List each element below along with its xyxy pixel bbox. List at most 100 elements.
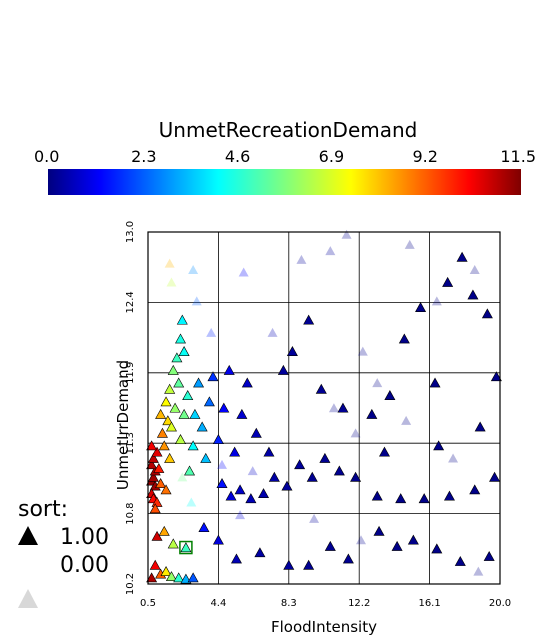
data-point-triangle — [167, 538, 179, 549]
sort-legend-title: sort: — [18, 497, 68, 522]
data-point-triangle-faded — [235, 510, 246, 520]
x-axis-label: FloodIntensity — [271, 618, 377, 636]
data-point-triangle — [193, 377, 205, 388]
data-point-triangle — [490, 371, 502, 382]
data-point-triangle — [277, 364, 289, 375]
data-point-triangle — [286, 346, 298, 356]
data-point-triangle — [378, 446, 390, 457]
data-point-triangle — [236, 408, 248, 419]
data-point-triangle-faded — [469, 264, 480, 274]
x-tick-label: 8.3 — [281, 598, 297, 609]
data-point-triangle — [180, 542, 192, 553]
y-tick-label: 10.8 — [125, 502, 136, 524]
data-point-triangle — [371, 490, 383, 501]
data-point-triangle — [146, 440, 158, 451]
data-point-triangle — [162, 415, 174, 426]
data-point-triangle-faded — [188, 264, 199, 274]
data-point-triangle — [384, 390, 396, 400]
data-point-triangle — [474, 421, 486, 432]
data-point-triangle — [167, 364, 179, 375]
data-point-triangle-faded — [206, 327, 217, 337]
data-point-triangle — [176, 314, 188, 325]
y-axis-label: UnmetIrrDemand — [114, 360, 132, 490]
y-tick-label: 12.4 — [125, 291, 136, 313]
data-point-triangle — [146, 572, 158, 583]
data-point-triangle-faded — [401, 415, 412, 425]
data-point-triangle — [203, 396, 215, 407]
data-point-triangle — [225, 490, 237, 501]
data-point-triangle — [155, 478, 167, 488]
data-point-triangle — [182, 390, 194, 400]
data-point-triangle — [454, 556, 466, 566]
data-point-triangle — [268, 471, 280, 482]
data-point-triangle — [173, 572, 185, 583]
data-point-triangle-faded — [309, 513, 320, 523]
grid-lines — [148, 232, 500, 584]
data-point-triangle-faded — [356, 535, 367, 545]
data-point-triangle — [429, 377, 441, 388]
data-point-triangle — [245, 493, 257, 504]
data-point-triangle — [319, 452, 331, 463]
high-sort-points — [146, 251, 502, 584]
plot-frame — [147, 231, 501, 585]
data-point-triangle — [443, 490, 455, 501]
data-point-triangle — [187, 572, 199, 583]
data-point-triangle — [212, 434, 224, 444]
data-point-triangle — [294, 459, 306, 470]
data-point-triangle — [234, 484, 246, 495]
data-point-triangle — [218, 402, 230, 413]
data-point-triangle-faded — [191, 296, 202, 306]
data-point-triangle — [160, 566, 172, 576]
low-sort-points — [164, 229, 484, 576]
data-point-triangle-faded — [448, 453, 459, 463]
data-point-triangle — [165, 571, 177, 582]
data-point-triangle — [324, 540, 336, 551]
data-point-triangle — [467, 289, 479, 300]
data-point-triangle — [200, 452, 212, 463]
data-point-triangle — [398, 333, 410, 344]
data-point-triangle-faded — [267, 327, 278, 337]
data-point-triangle — [165, 421, 177, 432]
data-point-triangle — [250, 427, 262, 438]
sort-high-label: 1.00 — [60, 525, 109, 550]
data-point-triangle — [254, 547, 266, 558]
colorbar-tick-label: 9.2 — [412, 147, 437, 166]
data-point-triangle-faded — [164, 258, 175, 268]
data-point-triangle-faded — [177, 472, 188, 482]
data-point-triangle — [337, 402, 349, 413]
data-point-triangle-faded — [473, 566, 484, 576]
data-point-triangle-faded — [328, 403, 339, 413]
data-point-triangle — [230, 553, 242, 564]
colorbar-tick-label: 0.0 — [34, 147, 59, 166]
data-point-triangle — [373, 525, 385, 536]
data-point-triangle-faded — [296, 254, 307, 264]
data-point-triangle — [469, 484, 481, 495]
data-point-triangle-faded — [217, 459, 228, 469]
data-point-triangle — [158, 440, 170, 451]
data-point-triangle-faded — [431, 296, 442, 306]
data-point-triangle — [149, 559, 161, 570]
highlight-marker — [179, 540, 193, 555]
data-point-triangle-faded — [372, 378, 383, 388]
y-tick-label: 11.9 — [125, 362, 136, 384]
colorbar-tick-label: 6.9 — [319, 147, 344, 166]
data-point-triangle — [153, 462, 165, 473]
data-point-triangle — [149, 503, 161, 514]
x-tick-label: 4.4 — [210, 598, 226, 609]
data-point-triangle-faded — [341, 229, 352, 239]
data-point-triangle — [433, 440, 445, 451]
data-point-triangle — [189, 408, 201, 419]
data-point-triangle — [223, 364, 235, 375]
data-point-triangle — [160, 396, 172, 407]
x-tick-label: 20.0 — [489, 598, 511, 609]
data-point-triangle — [164, 383, 176, 394]
data-point-triangle — [483, 550, 495, 561]
colorbar-tick-labels: 0.0 2.3 4.6 6.9 9.2 11.5 — [34, 147, 536, 166]
data-point-triangle — [442, 276, 454, 287]
data-point-triangle — [207, 371, 219, 382]
data-point-triangle — [146, 459, 158, 470]
data-point-triangle — [151, 530, 163, 541]
x-tick-label: 0.5 — [140, 598, 156, 609]
data-point-triangle — [456, 251, 468, 262]
